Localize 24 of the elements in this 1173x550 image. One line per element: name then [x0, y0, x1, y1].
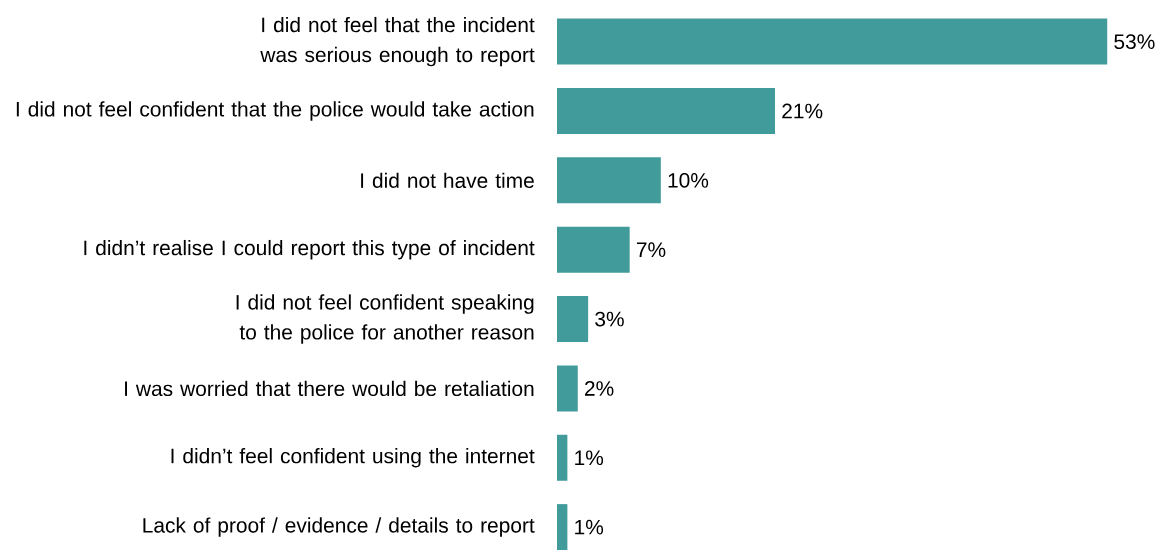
y-tick-label: I did not feel confident that the police would take action: [16, 101, 534, 121]
y-tick-label: I didn’t realise I could report this type of incident: [84, 239, 535, 260]
data-label: 7%: [636, 242, 666, 258]
bar: [557, 504, 568, 550]
y-tick-label: Lack of proof / evidence / details to report: [143, 517, 535, 537]
data-label: 1%: [575, 450, 604, 466]
y-tick-label: I did not feel that the incident was serious enough to report: [260, 16, 535, 67]
bar: [557, 87, 776, 134]
bar: [557, 226, 630, 273]
bar: [557, 296, 589, 343]
y-tick-label: I was worried that there would be retaliation: [125, 380, 534, 397]
bar: [557, 365, 578, 412]
data-label: 1%: [575, 519, 604, 535]
y-tick-label: I did not feel confident speaking to the police for another reason: [236, 294, 534, 344]
bar: [557, 157, 661, 204]
y-tick-label: I did not have time: [361, 172, 534, 189]
data-label: 53%: [1114, 34, 1155, 50]
y-tick-label: I didn’t feel confident using the internet: [171, 448, 535, 468]
bar: [557, 18, 1108, 65]
data-label: 2%: [585, 381, 614, 396]
bar: [557, 434, 568, 481]
data-label: 21%: [782, 103, 823, 119]
data-label: 3%: [595, 311, 624, 327]
data-label: 10%: [668, 172, 709, 188]
